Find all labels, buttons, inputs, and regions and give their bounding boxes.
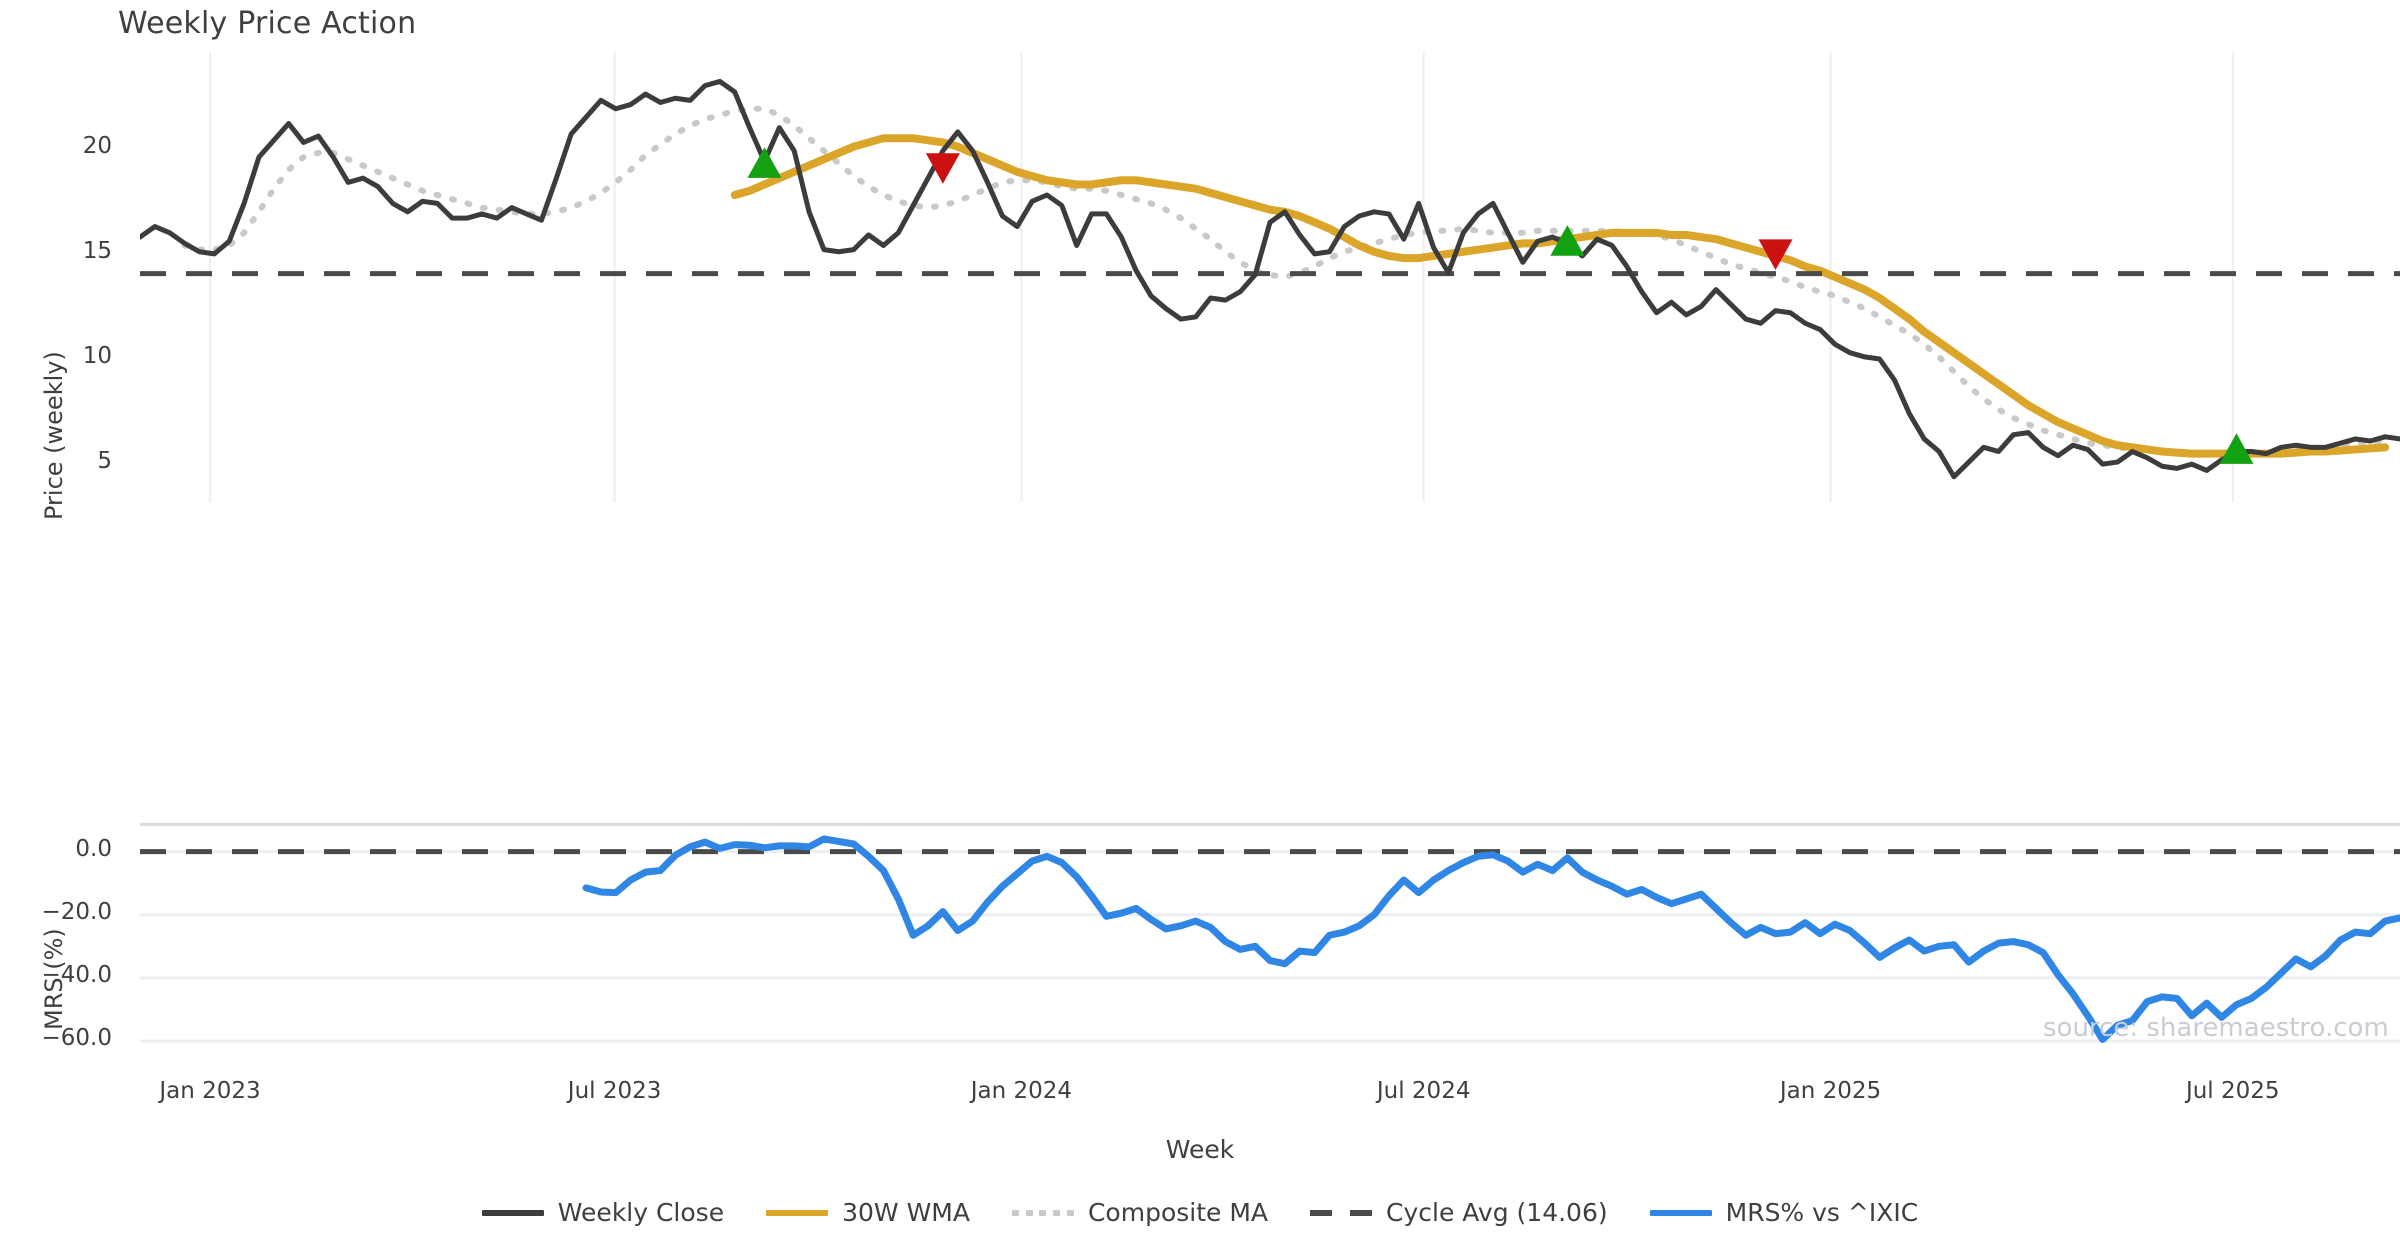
mrs-line (582, 835, 2400, 1043)
price-y-tick: 15 (82, 237, 112, 264)
legend-label: Weekly Close (557, 1198, 725, 1227)
legend-label: 30W WMA (842, 1198, 970, 1227)
chart-legend: Weekly Close 30W WMA Composite MA Cycle Avg… (0, 1198, 2400, 1227)
legend-label: MRS% vs ^IXIC (1725, 1198, 1919, 1227)
mrs-y-tick: −40.0 (41, 961, 112, 988)
price-axis-label: Price (weekly) (40, 351, 68, 520)
x-tick: Jul 2023 (567, 1078, 662, 1104)
x-tick: Jan 2024 (970, 1078, 1073, 1104)
x-tick: Jul 2024 (1376, 1078, 1471, 1104)
legend-label: Cycle Avg (14.06) (1386, 1198, 1608, 1227)
legend-item[interactable]: Weekly Close (481, 1198, 725, 1227)
buy-marker (2219, 433, 2254, 464)
price-panel-plot (140, 52, 2400, 502)
mrs-y-tick: −60.0 (41, 1025, 112, 1052)
legend-item[interactable]: 30W WMA (766, 1198, 970, 1227)
mrs-y-tick: 0.0 (75, 835, 112, 862)
legend-swatch-dotted (1011, 1209, 1074, 1216)
x-tick: Jan 2023 (159, 1078, 261, 1104)
legend-swatch-solid (766, 1209, 829, 1216)
price-y-tick: 5 (97, 448, 112, 475)
legend-label: Composite MA (1087, 1198, 1269, 1227)
buy-marker (1550, 225, 1585, 256)
legend-swatch-dashed (1310, 1209, 1373, 1216)
legend-item[interactable]: Cycle Avg (14.06) (1310, 1198, 1608, 1227)
composite-ma-line (181, 105, 2389, 457)
legend-swatch-solid (1649, 1209, 1712, 1216)
x-tick: Jan 2025 (1779, 1078, 1882, 1104)
price-y-tick: 10 (82, 343, 112, 369)
buy-marker (747, 147, 782, 178)
weekly-close-line (140, 78, 2400, 480)
x-tick: Jul 2025 (2185, 1078, 2280, 1104)
legend-swatch-solid (481, 1209, 544, 1216)
sell-marker (925, 153, 960, 184)
price-y-tick: 20 (82, 132, 112, 159)
sell-marker (1758, 239, 1793, 271)
mrs-y-tick: −20.0 (41, 898, 112, 925)
legend-item[interactable]: Composite MA (1011, 1198, 1269, 1227)
wma-line (730, 134, 2390, 458)
page-title: Weekly Price Action (118, 6, 417, 41)
x-axis-label: Week (1165, 1135, 1235, 1164)
legend-item[interactable]: MRS% vs ^IXIC (1649, 1198, 1919, 1227)
mrs-panel-plot (140, 822, 2400, 1043)
